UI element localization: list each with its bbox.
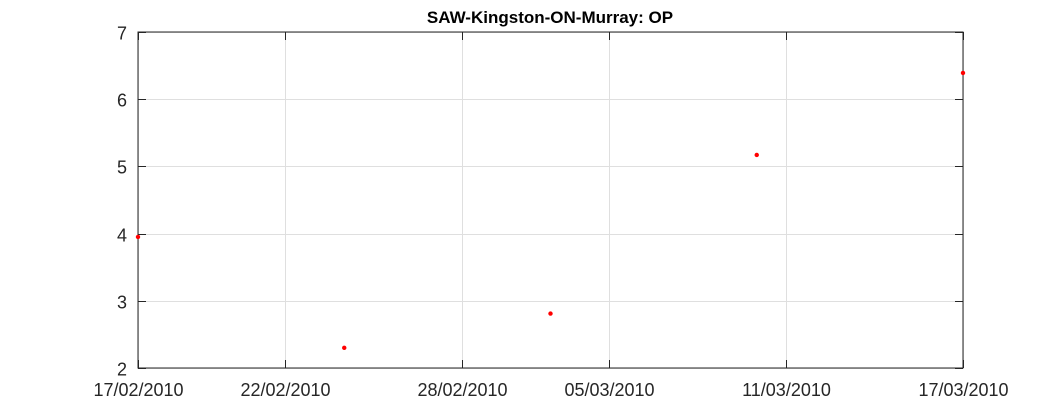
plot-area — [138, 32, 963, 368]
y-tick-label: 2 — [117, 360, 127, 380]
data-point — [548, 311, 553, 316]
y-tick-label: 5 — [117, 158, 127, 178]
data-point — [135, 234, 141, 240]
x-tick-label: 22/02/2010 — [240, 380, 330, 400]
y-axis-tick-labels: 2 3 4 5 6 7 — [117, 24, 127, 380]
x-tick-label: 17/03/2010 — [918, 380, 1008, 400]
y-tick-label: 7 — [117, 24, 127, 44]
y-tick-label: 4 — [117, 226, 127, 246]
x-tick-label: 17/02/2010 — [93, 380, 183, 400]
x-axis-tick-labels: 17/02/2010 22/02/2010 28/02/2010 05/03/2010… — [93, 380, 1008, 400]
data-point — [754, 152, 759, 158]
data-point — [960, 70, 966, 76]
data-point — [342, 345, 347, 351]
y-tick-label: 3 — [117, 293, 127, 313]
data-points — [135, 70, 966, 351]
plot-frame — [137, 31, 964, 369]
x-tick-label: 28/02/2010 — [417, 380, 507, 400]
chart-title: SAW-Kingston-ON-Murray: OP — [427, 8, 673, 27]
x-tick-label: 11/03/2010 — [742, 380, 831, 400]
y-tick-label: 6 — [117, 91, 127, 111]
x-tick-label: 05/03/2010 — [564, 380, 654, 400]
